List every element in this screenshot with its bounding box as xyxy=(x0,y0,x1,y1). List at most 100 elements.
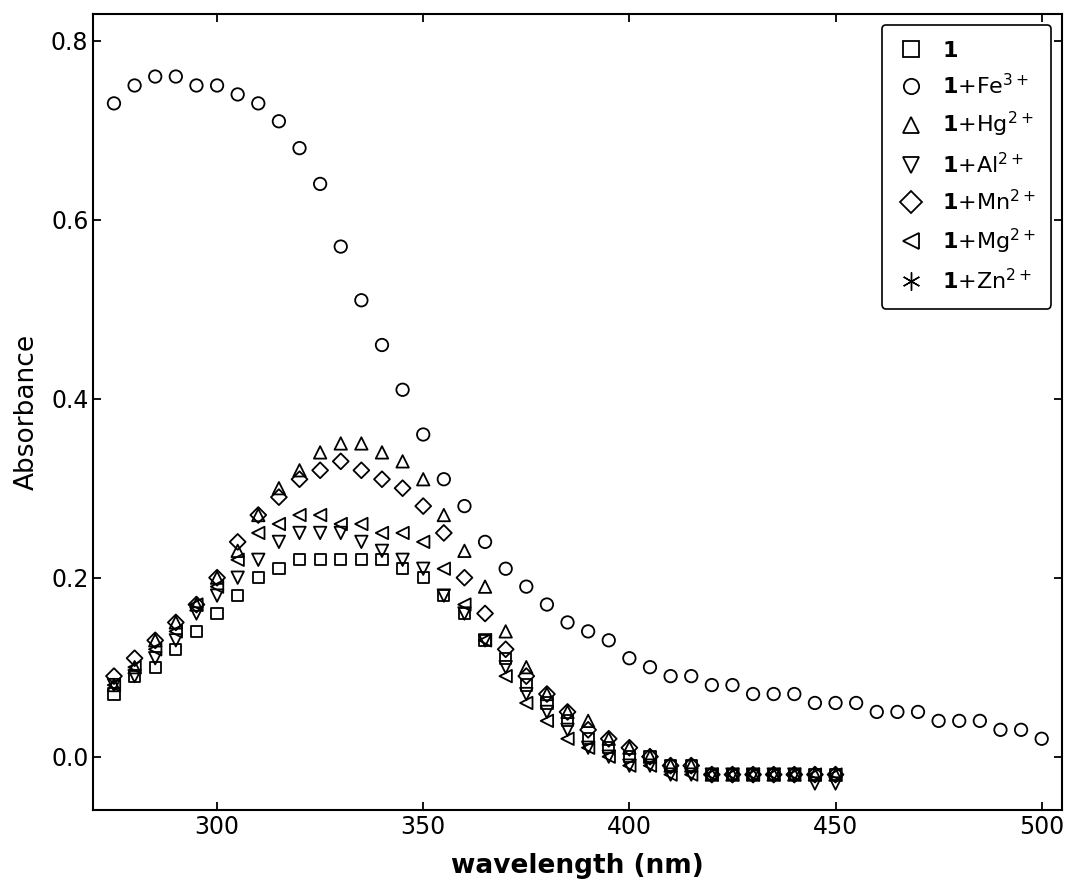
Point xyxy=(641,758,658,772)
Point xyxy=(168,633,185,647)
Point xyxy=(889,705,906,719)
Point xyxy=(188,624,205,638)
Point xyxy=(559,705,576,719)
Point xyxy=(477,606,494,621)
Point xyxy=(250,96,267,111)
Point xyxy=(332,526,349,540)
Point xyxy=(724,767,742,781)
Point xyxy=(682,758,699,772)
Point xyxy=(579,705,597,719)
Point xyxy=(373,553,390,567)
Point xyxy=(662,767,679,781)
Point xyxy=(352,463,370,478)
Point xyxy=(724,678,742,692)
Point xyxy=(250,597,267,612)
Point xyxy=(704,678,721,692)
Point xyxy=(415,428,432,442)
Point xyxy=(600,749,617,764)
Point xyxy=(415,472,432,487)
Point xyxy=(682,758,699,772)
Point xyxy=(745,767,762,781)
Point xyxy=(518,660,535,674)
Point xyxy=(373,472,390,487)
Point xyxy=(765,767,783,781)
Point xyxy=(373,446,390,460)
Point xyxy=(436,588,453,603)
Point xyxy=(209,571,226,585)
Point xyxy=(518,580,535,594)
Point xyxy=(559,687,576,701)
Point xyxy=(250,553,267,567)
Point xyxy=(270,490,288,505)
Point xyxy=(229,535,246,549)
Point xyxy=(311,508,329,522)
Point xyxy=(848,696,865,710)
Point xyxy=(1013,722,1030,737)
Point xyxy=(745,767,762,781)
Point xyxy=(250,508,267,522)
Point xyxy=(393,382,411,396)
Point xyxy=(806,776,824,790)
Point xyxy=(147,70,164,84)
Point xyxy=(579,740,597,755)
Point xyxy=(229,544,246,558)
Point xyxy=(332,437,349,451)
Point xyxy=(497,624,515,638)
Point xyxy=(559,705,576,719)
Point xyxy=(497,669,515,683)
Point xyxy=(332,597,349,612)
Point xyxy=(620,740,638,755)
Point xyxy=(188,624,205,638)
Point xyxy=(786,767,803,781)
Point xyxy=(291,463,308,478)
Point xyxy=(477,535,494,549)
Point xyxy=(497,624,515,638)
Point xyxy=(827,767,844,781)
Point xyxy=(600,740,617,755)
Point xyxy=(105,687,122,701)
Point xyxy=(765,767,783,781)
Point xyxy=(209,588,226,603)
Point xyxy=(786,767,803,781)
Point xyxy=(620,740,638,755)
Point xyxy=(456,597,473,612)
Point xyxy=(724,767,742,781)
Point xyxy=(827,767,844,781)
Point xyxy=(311,597,329,612)
Point xyxy=(209,79,226,93)
Point xyxy=(724,767,742,781)
Point xyxy=(724,767,742,781)
Point xyxy=(662,749,679,764)
Point xyxy=(682,669,699,683)
Point xyxy=(518,678,535,692)
Point xyxy=(806,767,824,781)
Point xyxy=(291,597,308,612)
Point xyxy=(373,526,390,540)
Point xyxy=(291,141,308,155)
Point xyxy=(786,767,803,781)
Point xyxy=(147,633,164,647)
Point xyxy=(579,722,597,737)
Point xyxy=(291,472,308,487)
Point xyxy=(311,177,329,191)
Point xyxy=(147,660,164,674)
Point xyxy=(393,580,411,594)
Point xyxy=(745,767,762,781)
Point xyxy=(518,696,535,710)
Point xyxy=(456,544,473,558)
Point xyxy=(518,687,535,701)
Point xyxy=(105,687,122,701)
Point xyxy=(724,767,742,781)
Point xyxy=(209,606,226,621)
Point xyxy=(641,660,658,674)
Y-axis label: Absorbance: Absorbance xyxy=(14,334,40,490)
Point xyxy=(250,508,267,522)
Point xyxy=(579,740,597,755)
Point xyxy=(704,758,721,772)
Point xyxy=(105,678,122,692)
Point xyxy=(147,651,164,665)
Point xyxy=(352,517,370,531)
Point xyxy=(126,669,144,683)
Point xyxy=(641,749,658,764)
Point xyxy=(786,767,803,781)
